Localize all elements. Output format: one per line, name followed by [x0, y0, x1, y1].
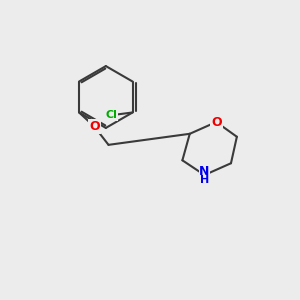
Text: H: H	[200, 175, 209, 185]
Text: N: N	[199, 165, 210, 178]
Text: O: O	[211, 116, 222, 128]
Text: O: O	[89, 120, 100, 133]
Text: Cl: Cl	[106, 110, 117, 120]
